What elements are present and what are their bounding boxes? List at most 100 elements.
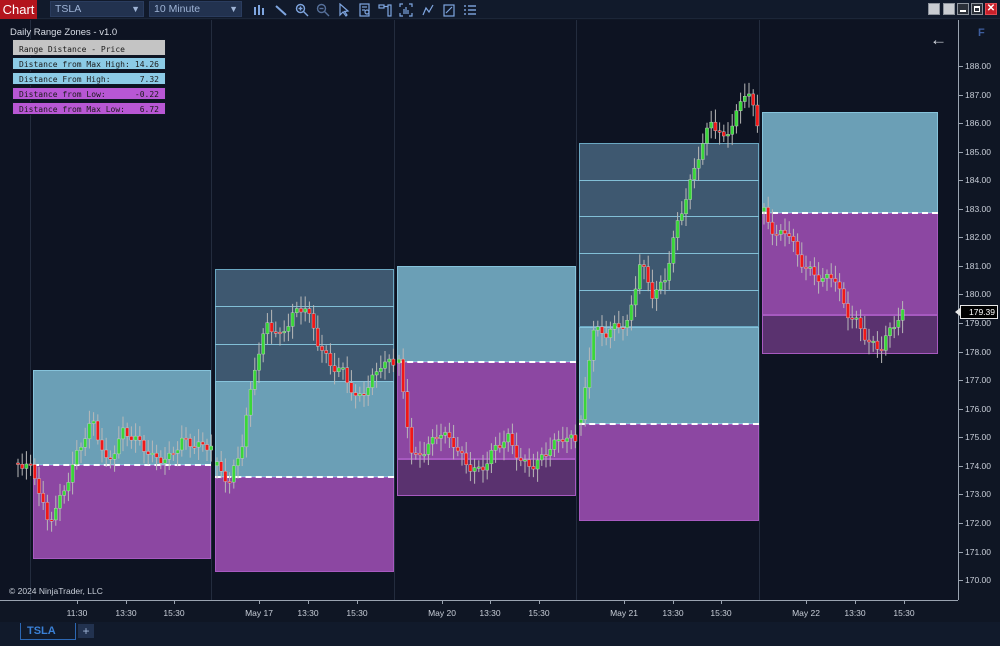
price-tick <box>958 94 963 96</box>
time-label: 15:30 <box>893 608 915 618</box>
price-label: 185.00 <box>965 146 991 157</box>
price-label: 184.00 <box>965 175 991 186</box>
upper-range-zone <box>215 381 394 477</box>
time-axis[interactable] <box>0 600 958 622</box>
price-label: 183.00 <box>965 203 991 214</box>
zoom-in-icon[interactable] <box>294 2 310 17</box>
price-tick <box>958 123 963 125</box>
tab-tsla[interactable]: TSLA <box>20 623 76 640</box>
lower-range-zone <box>397 362 576 459</box>
extended-lower-zone <box>397 459 576 496</box>
time-label: 15:30 <box>528 608 550 618</box>
row-value: 7.32 <box>139 75 159 84</box>
interval-value: 10 Minute <box>154 3 201 15</box>
indicators-icon[interactable] <box>398 2 414 17</box>
instrument-selector[interactable]: TSLA ▼ <box>50 1 144 17</box>
instrument-value: TSLA <box>55 3 82 15</box>
f-label[interactable]: F <box>978 27 985 39</box>
data-box-icon[interactable] <box>357 2 373 17</box>
upper-range-zone <box>579 327 759 424</box>
extended-upper-zone <box>215 269 394 382</box>
time-tick <box>624 600 625 604</box>
chart-trader-icon[interactable] <box>377 2 393 17</box>
zone-gridline <box>215 344 394 345</box>
lower-range-zone <box>579 424 759 521</box>
properties-icon[interactable] <box>462 2 478 17</box>
price-label: 172.00 <box>965 517 991 528</box>
upper-range-zone <box>397 266 576 362</box>
time-label: 13:30 <box>297 608 319 618</box>
time-label: 15:30 <box>710 608 732 618</box>
open-midline <box>397 361 576 363</box>
time-tick <box>539 600 540 604</box>
zoom-out-icon[interactable] <box>315 2 331 17</box>
session-divider <box>759 20 760 600</box>
price-tick <box>958 294 963 296</box>
row-label: Distance from Low: <box>19 90 106 99</box>
minimize-button[interactable] <box>957 3 969 15</box>
row-value: 14.26 <box>134 60 159 69</box>
upper-range-zone <box>762 112 938 213</box>
indicator-header: Range Distance - Price <box>12 39 166 56</box>
price-label: 180.00 <box>965 289 991 300</box>
zone-gridline <box>579 253 759 254</box>
price-tick <box>958 408 963 410</box>
close-icon: ✕ <box>986 3 996 14</box>
price-tick <box>958 551 963 553</box>
price-tick <box>958 494 963 496</box>
zone-gridline <box>215 306 394 307</box>
time-label: 13:30 <box>662 608 684 618</box>
price-tick <box>958 265 963 267</box>
zone-gridline <box>579 180 759 181</box>
price-tick <box>958 66 963 67</box>
indicator-row-low: Distance from Low: -0.22 <box>12 87 166 100</box>
session-divider <box>394 20 395 600</box>
drawing-tool-icon[interactable] <box>273 2 289 17</box>
time-tick <box>357 600 358 604</box>
price-tick <box>958 237 963 239</box>
lower-range-zone <box>33 465 211 559</box>
templates-icon[interactable] <box>441 2 457 17</box>
extended-upper-zone <box>579 143 759 327</box>
strategies-icon[interactable] <box>420 2 436 17</box>
time-label: 13:30 <box>115 608 137 618</box>
price-label: 174.00 <box>965 460 991 471</box>
link-button[interactable] <box>928 3 940 15</box>
indicator-title: Daily Range Zones - v1.0 <box>10 27 118 38</box>
add-tab-button[interactable]: + <box>78 624 94 638</box>
price-tick <box>958 580 963 582</box>
row-label: Distance from Max High: <box>19 60 130 69</box>
extended-lower-zone <box>762 315 938 354</box>
bar-type-icon[interactable] <box>251 2 267 17</box>
price-label: 188.00 <box>965 61 991 71</box>
maximize-button[interactable] <box>971 3 983 15</box>
price-tick <box>958 522 963 524</box>
maximize-icon <box>974 6 980 12</box>
price-label: 186.00 <box>965 118 991 129</box>
time-label: 15:30 <box>346 608 368 618</box>
price-label: 178.00 <box>965 346 991 357</box>
time-tick <box>721 600 722 604</box>
price-tick <box>958 437 963 439</box>
interval-selector[interactable]: 10 Minute ▼ <box>149 1 242 17</box>
pointer-icon[interactable] <box>336 2 352 17</box>
close-button[interactable]: ✕ <box>985 3 997 15</box>
link-button-2[interactable] <box>943 3 955 15</box>
price-label: 179.00 <box>965 318 991 329</box>
time-label: May 20 <box>428 608 456 618</box>
indicator-row-max-high: Distance from Max High: 14.26 <box>12 57 166 70</box>
price-tick <box>958 180 963 182</box>
back-arrow-icon[interactable]: ← <box>930 30 947 49</box>
time-tick <box>77 600 78 604</box>
time-label: 13:30 <box>844 608 866 618</box>
indicator-row-max-low: Distance from Max Low: 6.72 <box>12 102 166 115</box>
price-tick <box>958 323 963 325</box>
row-label: Distance from Max Low: <box>19 105 125 114</box>
chart-tab[interactable]: Chart <box>0 0 37 19</box>
price-label: 182.00 <box>965 232 991 243</box>
session-divider <box>576 20 577 600</box>
time-tick <box>673 600 674 604</box>
upper-range-zone <box>33 370 211 465</box>
zone-gridline <box>579 216 759 217</box>
